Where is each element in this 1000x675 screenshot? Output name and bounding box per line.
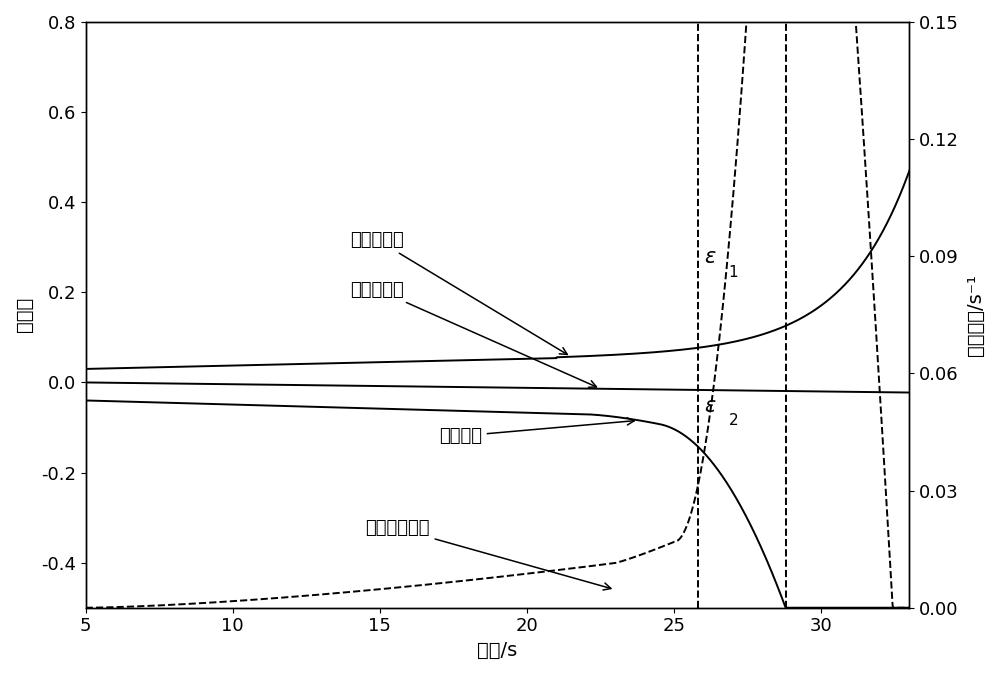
Y-axis label: 真应变: 真应变: [15, 297, 34, 333]
Text: $\varepsilon$: $\varepsilon$: [704, 396, 716, 416]
Text: 表面主应变: 表面主应变: [350, 231, 567, 354]
Text: 1: 1: [729, 265, 738, 279]
Text: 表面次应变: 表面次应变: [350, 281, 596, 387]
Text: 2: 2: [729, 413, 738, 428]
Text: 厚向应变: 厚向应变: [439, 418, 634, 445]
Y-axis label: 应变速率/s⁻¹: 应变速率/s⁻¹: [966, 274, 985, 356]
X-axis label: 时间/s: 时间/s: [477, 641, 518, 660]
Text: $\varepsilon$: $\varepsilon$: [704, 247, 716, 267]
Text: 厚向应变速率: 厚向应变速率: [365, 519, 611, 590]
